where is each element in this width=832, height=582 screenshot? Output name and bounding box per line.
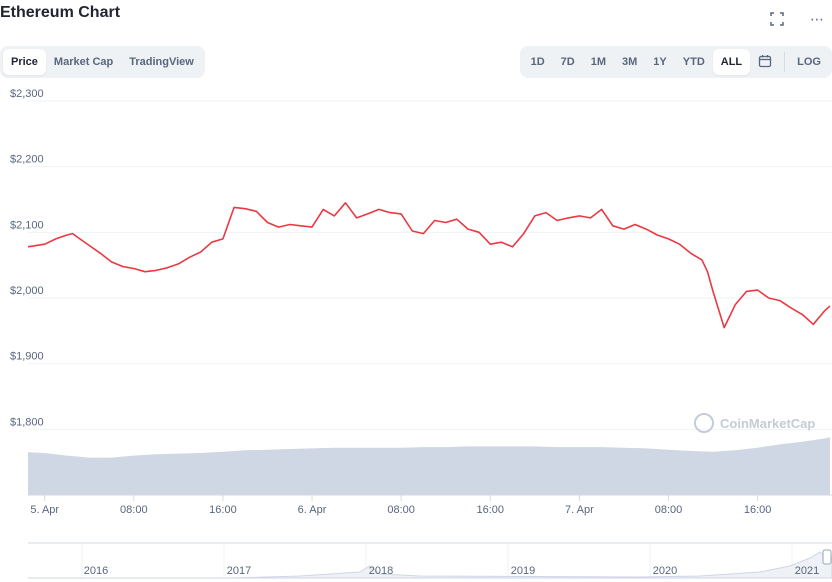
chart-toolbar-icons: ⋯ [768,10,826,28]
range-1m[interactable]: 1M [583,49,614,75]
toolbar-divider [784,52,786,72]
y-tick-label: $1,800 [10,416,44,428]
fullscreen-icon[interactable] [768,10,786,28]
fullscreen-icon-glyph [770,12,784,26]
watermark-text: CoinMarketCap [720,416,815,431]
x-tick-label: 5. Apr [30,504,59,516]
x-tick-label: 7. Apr [565,504,594,516]
range-ytd[interactable]: YTD [675,49,713,75]
x-axis-labels: 5. Apr 08:00 16:00 6. Apr 08:00 16:00 7. Apr 08… [30,495,771,516]
x-tick-label: 6. Apr [298,504,327,516]
y-tick-label: $2,000 [10,285,44,297]
x-tick-label: 08:00 [655,504,683,516]
range-all[interactable]: ALL [712,49,751,75]
y-tick-label: $1,900 [10,351,44,363]
x-tick-label: 08:00 [387,504,415,516]
chart-type-tabs: Price Market Cap TradingView [0,46,205,78]
navigator-mini-series [28,551,832,579]
x-tick-label: 16:00 [744,504,772,516]
tab-price[interactable]: Price [3,49,46,75]
calendar-icon[interactable] [750,49,780,75]
range-1y[interactable]: 1Y [645,49,674,75]
navigator-year-label: 2021 [795,565,819,577]
x-tick-label: 16:00 [209,504,237,516]
range-navigator[interactable]: 2016 2017 2018 2019 2020 2021 [28,542,832,579]
navigator-year-label: 2017 [227,565,251,577]
navigator-year-label: 2019 [511,565,535,577]
range-3m[interactable]: 3M [614,49,645,75]
y-tick-label: $2,100 [10,219,44,231]
price-line [27,202,831,329]
y-tick-label: $2,200 [10,154,44,166]
grid-lines [28,100,832,430]
calendar-icon-glyph [759,54,772,67]
y-axis-labels: $2,300 $2,200 $2,100 $2,000 $1,900 $1,800 [10,88,44,428]
range-7d[interactable]: 7D [553,49,583,75]
navigator-year-label: 2020 [653,565,677,577]
y-tick-label: $2,300 [10,88,44,100]
chart-title: Ethereum Chart [0,4,121,21]
range-selector: 1D 7D 1M 3M 1Y YTD ALL LOG [519,46,832,78]
navigator-handle [822,549,832,565]
x-tick-label: 08:00 [120,504,148,516]
tab-tradingview[interactable]: TradingView [121,49,202,75]
coinmarketcap-watermark: CoinMarketCap [694,413,815,433]
price-chart: $2,300 $2,200 $2,100 $2,000 $1,900 $1,800 Coi… [10,88,832,579]
more-icon[interactable]: ⋯ [810,10,824,27]
navigator-year-label: 2016 [84,565,108,577]
navigator-year-label: 2018 [369,565,393,577]
tab-market-cap[interactable]: Market Cap [46,49,121,75]
x-tick-label: 16:00 [476,504,504,516]
volume-area [28,437,830,495]
coinmarketcap-logo-icon [694,413,714,433]
log-scale-button[interactable]: LOG [789,49,829,75]
range-1d[interactable]: 1D [523,49,553,75]
